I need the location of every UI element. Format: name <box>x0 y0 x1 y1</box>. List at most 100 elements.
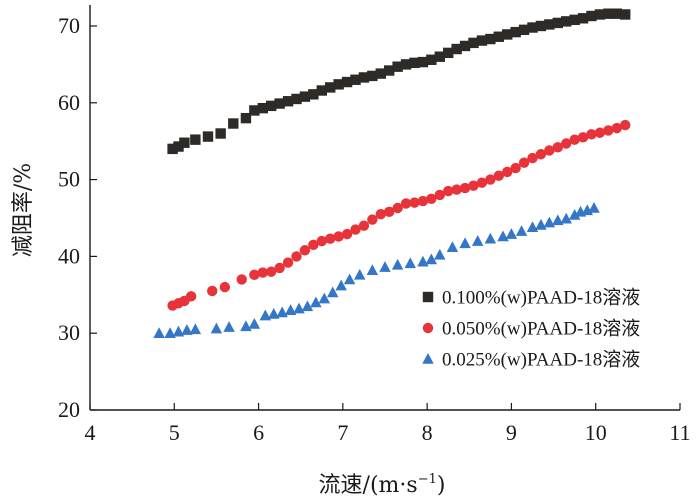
data-point <box>526 221 539 232</box>
data-point <box>603 8 614 19</box>
data-point <box>535 149 547 160</box>
data-point <box>561 138 572 149</box>
data-point <box>459 40 471 52</box>
data-point <box>409 197 420 208</box>
data-point <box>611 8 622 19</box>
x-tick-label: 7 <box>337 420 348 445</box>
data-point <box>293 302 305 314</box>
data-point <box>325 82 336 93</box>
y-tick-label: 70 <box>58 13 80 38</box>
data-point <box>485 33 496 45</box>
data-point <box>400 59 412 70</box>
data-point <box>471 235 484 246</box>
data-point <box>434 248 446 260</box>
data-point <box>228 118 239 129</box>
series-triangle <box>153 202 600 338</box>
data-point <box>544 19 555 30</box>
data-point <box>249 105 260 116</box>
data-point <box>310 296 322 308</box>
data-point <box>577 132 589 143</box>
series-circle <box>167 119 631 311</box>
x-tick-label: 8 <box>422 420 433 445</box>
data-point <box>459 237 471 249</box>
data-point <box>266 266 277 277</box>
data-point <box>301 300 314 312</box>
data-point <box>588 202 600 213</box>
data-point <box>434 51 445 62</box>
data-point <box>552 17 563 29</box>
data-point <box>341 228 353 240</box>
data-point <box>172 325 185 337</box>
data-point <box>375 208 386 220</box>
data-point <box>210 322 223 334</box>
data-point <box>308 239 319 251</box>
data-point <box>620 9 631 20</box>
data-point <box>527 22 538 33</box>
data-point <box>594 127 606 138</box>
data-point <box>358 220 370 231</box>
x-tick-label: 11 <box>669 420 690 445</box>
data-point <box>274 98 285 109</box>
data-point <box>384 65 395 76</box>
data-point <box>343 273 356 285</box>
data-point <box>476 177 488 188</box>
data-point <box>325 233 336 244</box>
data-point <box>459 182 471 194</box>
y-tick-label: 40 <box>58 243 80 268</box>
data-point <box>560 212 572 224</box>
legend-label: 0.100%(w)PAAD-18溶液 <box>442 287 640 309</box>
data-point <box>404 257 417 269</box>
data-point <box>179 137 190 148</box>
data-point <box>274 262 285 274</box>
x-tick-label: 10 <box>585 420 607 445</box>
plot-area <box>89 5 680 411</box>
data-point <box>335 279 347 291</box>
data-point <box>515 225 528 236</box>
data-point <box>291 251 302 262</box>
data-point <box>268 308 280 319</box>
data-point <box>468 37 479 49</box>
data-point <box>569 14 580 26</box>
data-point <box>167 143 178 155</box>
data-point <box>425 253 438 265</box>
legend-label: 0.025%(w)PAAD-18溶液 <box>442 349 640 371</box>
data-point <box>223 321 235 332</box>
data-point <box>400 198 412 209</box>
x-tick-label: 5 <box>169 420 180 445</box>
data-point <box>391 258 404 270</box>
data-point <box>493 170 504 181</box>
legend-label: 0.050%(w)PAAD-18溶液 <box>442 318 640 340</box>
data-point <box>173 141 184 152</box>
data-point <box>392 61 403 72</box>
data-point <box>611 122 622 134</box>
data-point <box>502 166 513 178</box>
data-point <box>417 195 429 207</box>
x-axis-ticks: 4 5 6 7 8 9 10 11 <box>85 403 691 445</box>
data-point <box>468 180 479 191</box>
data-point <box>257 267 268 278</box>
data-point <box>236 274 247 285</box>
data-point <box>497 230 509 242</box>
data-point <box>257 102 268 114</box>
data-point <box>568 208 581 220</box>
data-point <box>333 79 344 90</box>
data-point <box>443 47 454 59</box>
data-point <box>544 145 555 156</box>
data-point <box>207 285 218 297</box>
legend-marker <box>422 291 434 303</box>
data-point <box>594 9 606 20</box>
data-point <box>318 292 331 304</box>
data-point <box>202 131 214 142</box>
data-point <box>586 10 597 22</box>
data-point <box>308 89 319 100</box>
data-point <box>249 269 260 281</box>
legend: 0.100%(w)PAAD-18溶液 0.050%(w)PAAD-18溶液 0.02… <box>422 287 640 371</box>
data-point <box>417 56 429 68</box>
data-point <box>527 152 538 164</box>
data-point <box>577 13 589 24</box>
data-point <box>350 74 361 85</box>
data-point <box>375 68 386 79</box>
data-point <box>240 320 252 332</box>
data-point <box>181 324 193 335</box>
data-point <box>299 245 311 256</box>
